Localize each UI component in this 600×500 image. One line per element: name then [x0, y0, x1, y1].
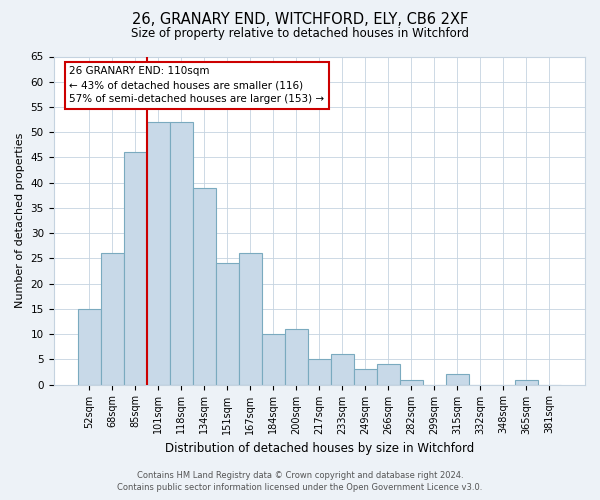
Bar: [515, 380, 538, 384]
Bar: [446, 374, 469, 384]
Bar: [147, 122, 170, 384]
Bar: [308, 360, 331, 384]
Text: Size of property relative to detached houses in Witchford: Size of property relative to detached ho…: [131, 28, 469, 40]
Bar: [124, 152, 147, 384]
Bar: [331, 354, 354, 384]
Bar: [262, 334, 285, 384]
Text: Contains HM Land Registry data © Crown copyright and database right 2024.
Contai: Contains HM Land Registry data © Crown c…: [118, 471, 482, 492]
Bar: [354, 370, 377, 384]
Bar: [77, 309, 101, 384]
Bar: [400, 380, 423, 384]
Bar: [285, 329, 308, 384]
Bar: [216, 264, 239, 384]
Bar: [193, 188, 216, 384]
Bar: [377, 364, 400, 384]
Bar: [170, 122, 193, 384]
Y-axis label: Number of detached properties: Number of detached properties: [15, 133, 25, 308]
Text: 26, GRANARY END, WITCHFORD, ELY, CB6 2XF: 26, GRANARY END, WITCHFORD, ELY, CB6 2XF: [132, 12, 468, 28]
X-axis label: Distribution of detached houses by size in Witchford: Distribution of detached houses by size …: [164, 442, 474, 455]
Bar: [239, 254, 262, 384]
Text: 26 GRANARY END: 110sqm
← 43% of detached houses are smaller (116)
57% of semi-de: 26 GRANARY END: 110sqm ← 43% of detached…: [70, 66, 325, 104]
Bar: [101, 254, 124, 384]
